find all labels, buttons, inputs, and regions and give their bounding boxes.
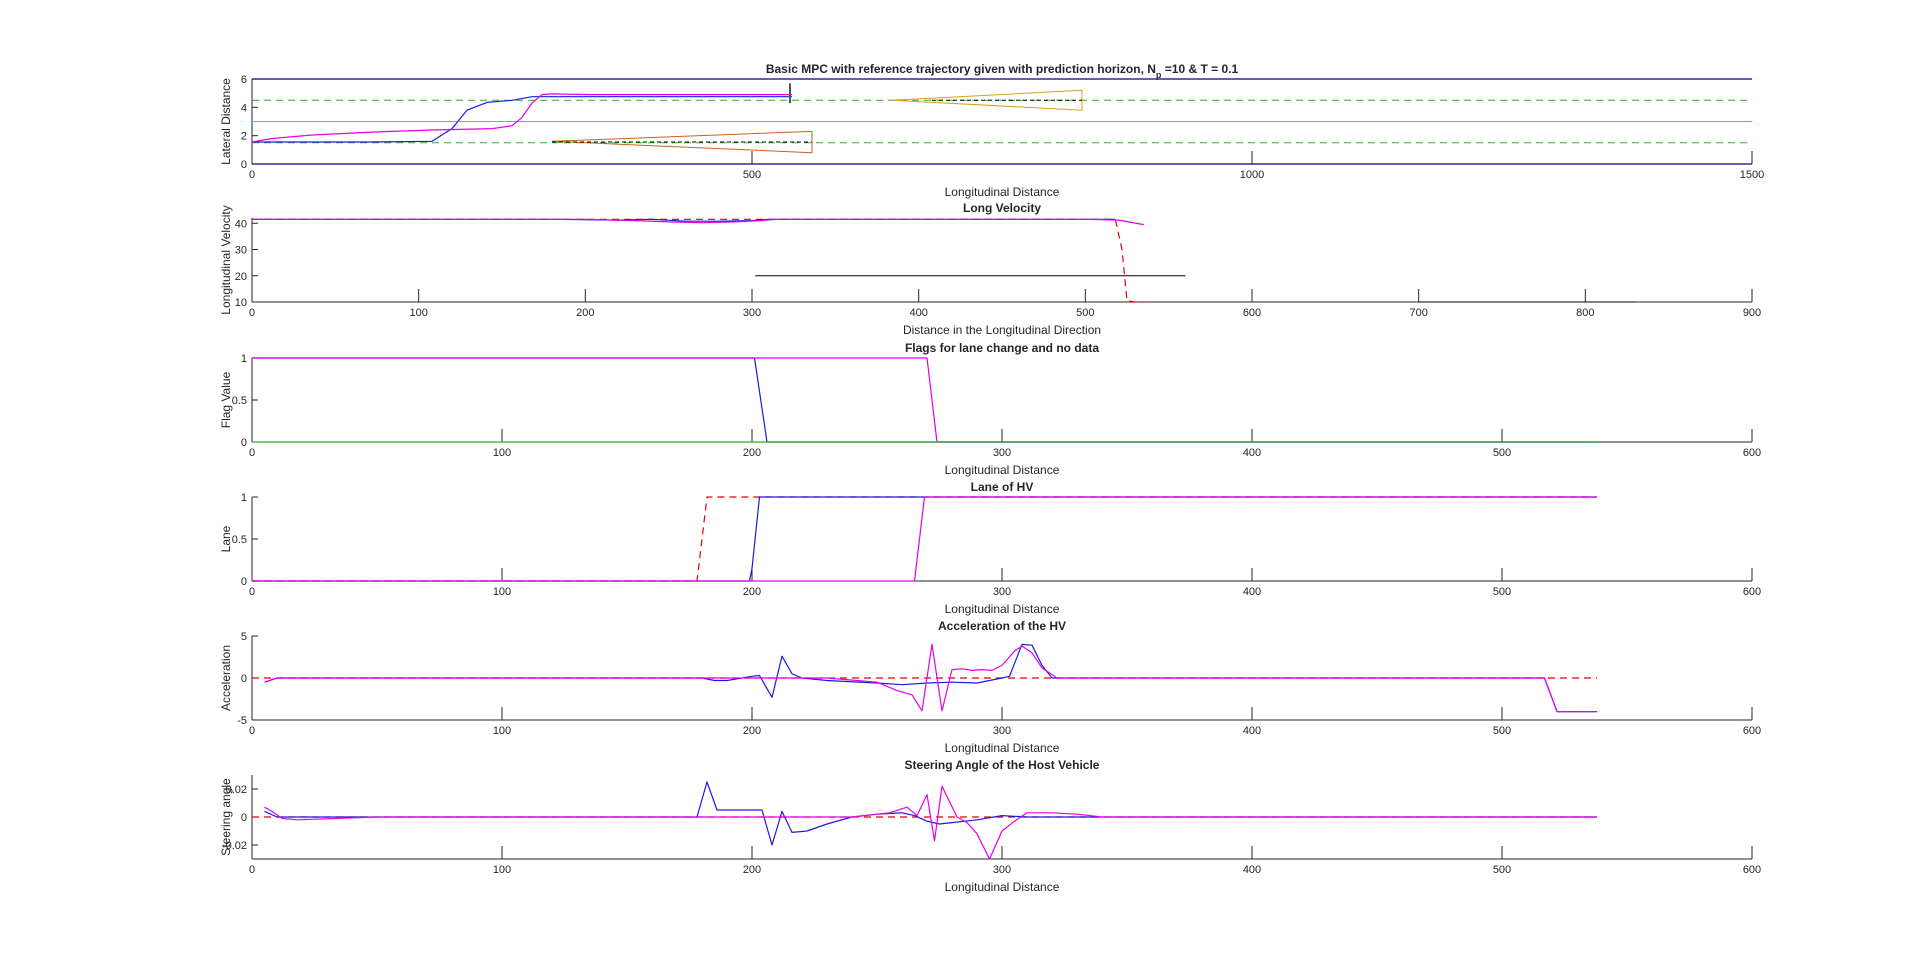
chart-title: Lane of HV	[971, 480, 1034, 494]
y-tick-label: 0	[241, 437, 247, 449]
x-tick-label: 0	[249, 447, 255, 459]
x-tick-label: 200	[743, 447, 761, 459]
y-tick-label: 1	[241, 353, 247, 365]
x-tick-label: 500	[1493, 864, 1511, 876]
y-tick-label: 30	[235, 245, 247, 257]
y-axis-label: Steering angle	[219, 778, 233, 856]
x-tick-label: 200	[576, 307, 594, 319]
y-tick-label: 10	[235, 297, 247, 309]
y-axis-label: Acceleration	[219, 645, 233, 711]
y-axis-label: Lateral Distance	[219, 78, 233, 165]
x-tick-label: 100	[493, 864, 511, 876]
x-tick-label: 500	[1493, 586, 1511, 598]
series-line-3	[252, 218, 1144, 226]
series-line-2	[252, 496, 1597, 582]
y-tick-label: 0.5	[232, 395, 247, 407]
series-line-3	[264, 785, 1597, 860]
y-tick-label: 5	[241, 631, 247, 643]
x-tick-label: 600	[1743, 864, 1761, 876]
y-axis-label: Flag Value	[219, 371, 233, 428]
x-tick-label: 1000	[1240, 169, 1264, 181]
x-tick-label: 0	[249, 307, 255, 319]
x-tick-label: 600	[1243, 307, 1261, 319]
series-line-1	[252, 218, 1144, 303]
x-axis-label: Longitudinal Distance	[945, 602, 1060, 616]
y-tick-label: 20	[235, 271, 247, 283]
x-tick-label: 0	[249, 586, 255, 598]
x-tick-label: 600	[1743, 447, 1761, 459]
y-tick-label: 4	[241, 102, 247, 114]
x-tick-label: 0	[249, 169, 255, 181]
x-tick-label: 0	[249, 725, 255, 737]
y-tick-label: 0	[241, 159, 247, 171]
subplot-2: 0 100 200 300 400 500 600 700 800 90010203040Long…	[219, 201, 1761, 337]
x-axis-label: Distance in the Longitudinal Direction	[903, 323, 1101, 337]
x-tick-label: 200	[743, 725, 761, 737]
series-line-1	[252, 496, 1597, 582]
x-tick-label: 200	[743, 864, 761, 876]
x-tick-label: 400	[1243, 586, 1261, 598]
series-line-3	[252, 496, 1597, 582]
x-tick-label: 400	[909, 307, 927, 319]
x-tick-label: 100	[493, 725, 511, 737]
x-tick-label: 800	[1576, 307, 1594, 319]
x-tick-label: 400	[1243, 725, 1261, 737]
chart-title: Flags for lane change and no data	[905, 341, 1099, 355]
x-axis-label: Longitudinal Distance	[945, 185, 1060, 199]
x-tick-label: 300	[993, 586, 1011, 598]
y-axis-label: Longitudinal Velocity	[219, 205, 233, 314]
y-tick-label: -0.02	[222, 840, 247, 852]
x-tick-label: 500	[1493, 725, 1511, 737]
x-tick-label: 300	[993, 864, 1011, 876]
subplot-1: 0 500 1000 1500 0 2 4 6 Basic MPC with reference…	[219, 62, 1764, 199]
series-line-6	[252, 96, 792, 143]
chart-title: Acceleration of the HV	[938, 619, 1066, 633]
chart-title: Steering Angle of the Host Vehicle	[905, 758, 1100, 772]
x-tick-label: 100	[493, 447, 511, 459]
x-axis-label: Longitudinal Distance	[945, 880, 1060, 894]
series-line-1	[252, 357, 1597, 443]
subplot-3: 0 100 200 300 400 500 600 0 0.5 1 Flags for lane c…	[219, 341, 1761, 477]
x-tick-label: 400	[1243, 447, 1261, 459]
y-tick-label: 0	[241, 812, 247, 824]
series-line-2	[252, 357, 1597, 443]
x-tick-label: 100	[409, 307, 427, 319]
y-tick-label: 2	[241, 131, 247, 143]
y-tick-label: 40	[235, 218, 247, 230]
y-tick-label: 6	[241, 74, 247, 86]
x-tick-label: 300	[743, 307, 761, 319]
x-tick-label: 300	[993, 447, 1011, 459]
x-tick-label: 700	[1409, 307, 1427, 319]
x-axis-label: Longitudinal Distance	[945, 463, 1060, 477]
x-tick-label: 500	[1493, 447, 1511, 459]
y-axis-label: Lane	[219, 525, 233, 552]
series-line-2	[264, 781, 1597, 846]
x-tick-label: 500	[1076, 307, 1094, 319]
x-tick-label: 1500	[1740, 169, 1764, 181]
series-line-3	[264, 643, 1597, 713]
y-tick-label: 0	[241, 673, 247, 685]
x-tick-label: 600	[1743, 586, 1761, 598]
subplot-4: 0 100 200 300 400 500 600 0 0.5 1 Lane of HV Longit…	[219, 480, 1761, 616]
x-tick-label: 900	[1743, 307, 1761, 319]
series-line-7	[251, 93, 792, 143]
x-tick-label: 0	[249, 864, 255, 876]
x-axis-label: Longitudinal Distance	[945, 741, 1060, 755]
y-tick-label: 0.5	[232, 534, 247, 546]
y-tick-label: 1	[241, 492, 247, 504]
x-tick-label: 100	[493, 586, 511, 598]
y-tick-label: -5	[237, 715, 247, 727]
x-tick-label: 200	[743, 586, 761, 598]
y-tick-label: 0.02	[226, 784, 247, 796]
chart-title: Long Velocity	[963, 201, 1041, 215]
x-tick-label: 500	[743, 169, 761, 181]
x-tick-label: 300	[993, 725, 1011, 737]
y-tick-label: 0	[241, 576, 247, 588]
chart-title: Basic MPC with reference trajectory give…	[766, 62, 1239, 80]
x-tick-label: 400	[1243, 864, 1261, 876]
x-tick-label: 600	[1743, 725, 1761, 737]
